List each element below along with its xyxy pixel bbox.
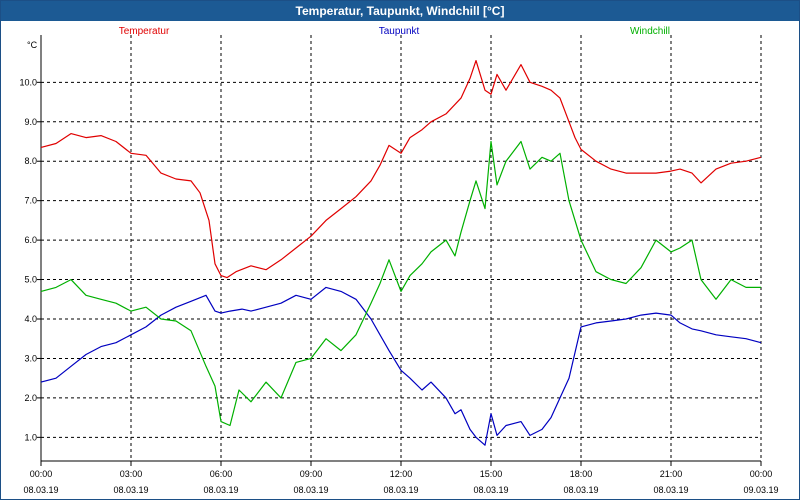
y-tick-label: 9.0 (24, 117, 37, 127)
y-tick-label: 6.0 (24, 235, 37, 245)
legend-windchill: Windchill (630, 26, 670, 37)
y-tick-label: 4.0 (24, 314, 37, 324)
grid-lines (41, 35, 762, 461)
x-tick-date: 09.03.19 (743, 485, 778, 495)
x-tick-time: 06:00 (210, 469, 233, 479)
y-tick-label: 10.0 (19, 77, 37, 87)
series-line-windchill (40, 140, 761, 427)
x-tick-time: 09:00 (300, 469, 323, 479)
line-chart: °C Temperatur Taupunkt Windchill 1.0 2.0 3.0… (19, 26, 778, 495)
y-axis-label: °C (27, 40, 38, 50)
series-lines (40, 59, 762, 446)
x-tick-date: 08.03.19 (563, 485, 598, 495)
series-line-taupunkt (40, 286, 762, 446)
x-tick-time: 18:00 (570, 469, 593, 479)
x-tick-date: 08.03.19 (473, 485, 508, 495)
x-tick-time: 15:00 (480, 469, 503, 479)
y-tick-label: 3.0 (24, 353, 37, 363)
series-line-temperatur (40, 59, 762, 279)
x-tick-date: 08.03.19 (23, 485, 58, 495)
x-tick-date: 08.03.19 (113, 485, 148, 495)
tick-labels: 1.0 2.0 3.0 4.0 5.0 6.0 7.0 8.0 9.0 10.0 00:00 08.0… (19, 77, 778, 495)
x-tick-time: 00:00 (30, 469, 53, 479)
x-tick-time: 03:00 (120, 469, 143, 479)
axes: °C (27, 35, 762, 466)
y-tick-label: 8.0 (24, 156, 37, 166)
x-tick-time: 12:00 (390, 469, 413, 479)
y-tick-label: 2.0 (24, 393, 37, 403)
legend: Temperatur Taupunkt Windchill (119, 26, 670, 37)
legend-taupunkt: Taupunkt (379, 26, 420, 37)
x-tick-date: 08.03.19 (653, 485, 688, 495)
x-tick-date: 08.03.19 (383, 485, 418, 495)
x-tick-time: 21:00 (660, 469, 683, 479)
y-tick-label: 7.0 (24, 196, 37, 206)
legend-temperatur: Temperatur (119, 26, 170, 37)
x-tick-time: 00:00 (750, 469, 773, 479)
y-tick-label: 1.0 (24, 432, 37, 442)
x-tick-date: 08.03.19 (293, 485, 328, 495)
window-title: Temperatur, Taupunkt, Windchill [°C] (1, 1, 799, 21)
y-tick-label: 5.0 (24, 275, 37, 285)
x-tick-date: 08.03.19 (203, 485, 238, 495)
